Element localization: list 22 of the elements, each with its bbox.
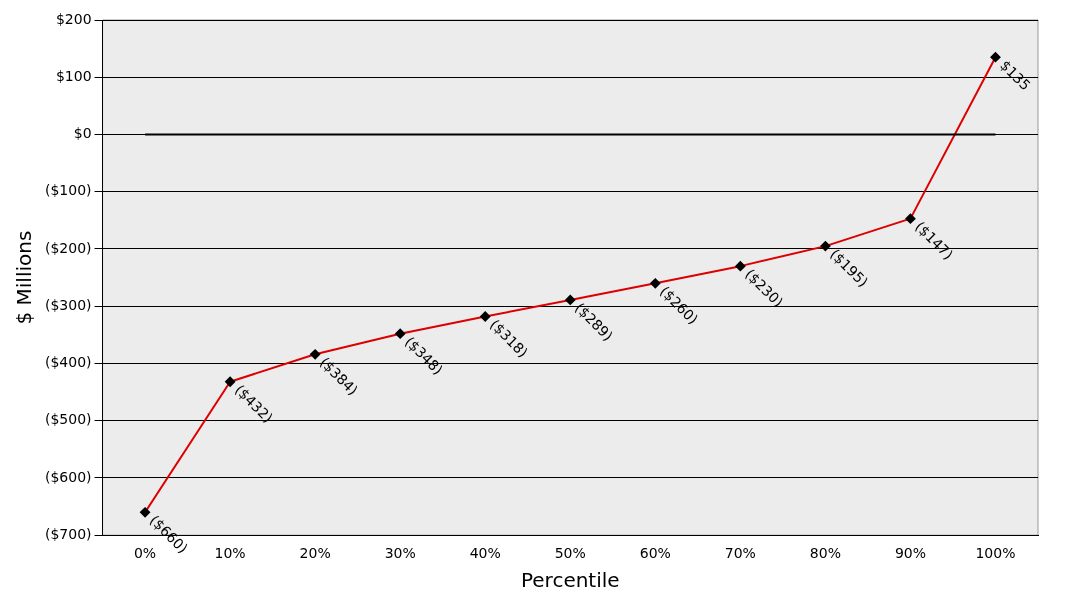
y-tick-label: ($100) — [44, 182, 92, 199]
x-axis-title: Percentile — [520, 568, 620, 593]
y-tick-label: $200 — [55, 10, 92, 27]
y-tick-label: $0 — [73, 125, 92, 142]
x-tick-label: 90% — [894, 545, 926, 562]
y-tick-label: ($700) — [44, 525, 92, 542]
x-tick-label: 20% — [299, 545, 331, 562]
x-tick-label: 70% — [724, 545, 756, 562]
x-tick-label: 40% — [469, 545, 501, 562]
y-tick-label: $100 — [55, 67, 92, 84]
y-tick-label: ($300) — [44, 296, 92, 313]
x-tick-label: 60% — [639, 545, 671, 562]
y-axis-title: $ Millions — [12, 230, 37, 325]
y-tick-label: ($200) — [44, 239, 92, 256]
y-tick-label: ($400) — [44, 354, 92, 371]
x-tick-label: 100% — [975, 545, 1016, 562]
y-tick-label: ($600) — [44, 468, 92, 485]
x-tick-label: 50% — [554, 545, 586, 562]
x-tick-label: 10% — [214, 545, 246, 562]
x-tick-label: 80% — [809, 545, 841, 562]
x-tick-label: 30% — [384, 545, 416, 562]
y-tick-label: ($500) — [44, 411, 92, 428]
